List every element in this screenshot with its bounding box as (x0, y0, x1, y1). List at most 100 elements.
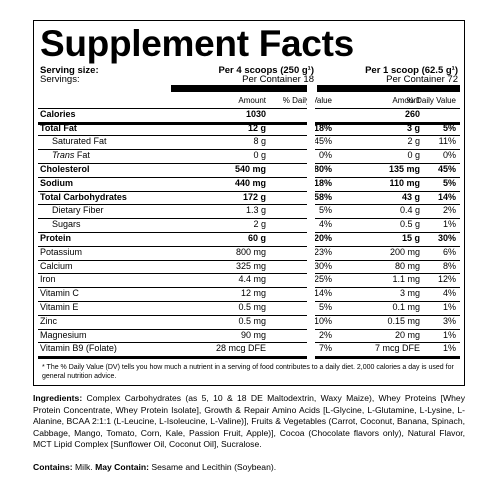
nutrient-value: 1% (442, 329, 456, 340)
nutrient-value: 90 mg (240, 329, 266, 340)
title: Supplement Facts (40, 23, 354, 64)
ingredients-label: Ingredients: (33, 393, 83, 403)
nutrient-value: 58% (313, 191, 332, 202)
nutrient-value: 1% (442, 343, 456, 354)
nutrient-value: 15 g (401, 233, 420, 243)
column-servings: Per Container 18 (242, 74, 314, 85)
nutrient-value: 180% (308, 164, 332, 174)
nutrient-row: Potassium 800 mg 23% 200 mg 6% (38, 246, 460, 261)
nutrient-name: Iron (40, 273, 56, 287)
nutrient-value: 7% (318, 343, 332, 354)
nutrient-name: Total Carbohydrates (40, 191, 127, 205)
nutrient-value: 7 mcg DFE (374, 343, 420, 354)
nutrient-value: 2 g (407, 136, 420, 147)
nutrient-name-text: Vitamin C (40, 288, 79, 299)
servings-label: Servings: (40, 74, 80, 85)
nutrient-value: 12 mg (240, 288, 266, 299)
nutrient-name-text: Fat (76, 150, 90, 161)
column-header-row: Amount% Daily Value Amount% Daily Value (38, 94, 460, 109)
nutrient-row: Trans Fat 0 g 0% 0 g 0% (38, 149, 460, 164)
nutrient-name-text: Total Carbohydrates (40, 191, 127, 202)
contains-text: Milk. (75, 462, 93, 472)
nutrient-value: 43 g (401, 191, 420, 202)
nutrient-value: 45% (437, 164, 456, 174)
nutrient-value: 0.4 g (399, 205, 420, 216)
nutrient-value: 12 g (247, 122, 266, 133)
nutrient-value: 20 mg (394, 329, 420, 340)
nutrient-value: 0.1 mg (392, 302, 420, 312)
nutrient-value: 1.1 mg (392, 274, 420, 285)
nutrient-value: 30% (313, 260, 332, 271)
nutrient-value: 60 g (247, 233, 266, 243)
nutrient-name: Vitamin E (40, 301, 78, 315)
nutrient-name-text: Sugars (52, 219, 81, 230)
nutrient-value: 200 mg (389, 246, 420, 257)
column-serving: Per 1 scoop (62.5 g¹) (365, 65, 458, 76)
nutrient-value: 14% (313, 288, 332, 299)
nutrient-value: 1.3 g (245, 205, 266, 216)
nutrient-value: 120% (308, 233, 332, 243)
footnote: * The % Daily Value (DV) tells you how m… (42, 364, 454, 380)
nutrient-name-text: Zinc (40, 315, 58, 326)
nutrient-value: 0.5 mg (238, 302, 266, 312)
nutrient-value: 30% (437, 233, 456, 243)
nutrient-value: 5% (318, 205, 332, 216)
nutrient-value: 3% (442, 315, 456, 326)
nutrient-row: Calcium 325 mg 30% 80 mg 8% (38, 260, 460, 275)
nutrient-name: Calcium (40, 260, 73, 274)
nutrient-value: 18% (313, 177, 332, 188)
nutrient-name: Saturated Fat (52, 135, 107, 149)
nutrient-value: 28 mcg DFE (215, 343, 266, 354)
nutrient-row: Total Fat 12 g 18% 3 g 5% (38, 122, 460, 137)
nutrient-name-text: Dietary Fiber (52, 205, 104, 216)
nutrient-value: 0 g (407, 150, 420, 161)
nutrient-value: 2 g (253, 219, 266, 230)
contains-label: Contains: (33, 462, 73, 472)
nutrient-row: Protein 60 g 120% 15 g 30% (38, 232, 460, 247)
nutrient-value: 260 (404, 108, 420, 119)
nutrient-value: 1% (442, 302, 456, 312)
nutrient-value: 5% (318, 302, 332, 312)
nutrient-value: 0 g (253, 150, 266, 161)
nutrient-value: 10% (313, 315, 332, 326)
nutrient-name-text: Magnesium (40, 329, 87, 340)
nutrient-value: 5% (442, 177, 456, 188)
nutrient-name-text: Calories (40, 108, 76, 119)
nutrient-name: Total Fat (40, 122, 77, 136)
column-header: Amount (392, 96, 420, 105)
nutrient-name-text: Sodium (40, 177, 73, 188)
nutrient-value: 3 g (406, 122, 420, 133)
nutrient-row: Cholesterol 540 mg 180% 135 mg 45% (38, 163, 460, 178)
nutrient-value: 2% (442, 205, 456, 216)
nutrient-row: Sodium 440 mg 18% 110 mg 5% (38, 177, 460, 192)
nutrient-value: 6% (442, 246, 456, 257)
nutrient-value: 4% (318, 219, 332, 230)
column-header: Amount (238, 96, 266, 105)
nutrient-name: Sodium (40, 177, 73, 191)
nutrient-row: Vitamin B9 (Folate) 28 mcg DFE 7% 7 mcg DFE… (38, 342, 460, 360)
nutrient-value: 800 mg (235, 246, 266, 257)
nutrient-name-text: Vitamin B9 (Folate) (40, 343, 117, 354)
nutrient-row: Vitamin C 12 mg 14% 3 mg 4% (38, 287, 460, 302)
nutrient-value: 18% (313, 122, 332, 133)
nutrient-name: Dietary Fiber (52, 204, 104, 218)
column-servings: Per Container 72 (386, 74, 458, 85)
nutrient-row: Iron 4.4 mg 25% 1.1 mg 12% (38, 273, 460, 289)
column-serving: Per 4 scoops (250 g¹) (218, 65, 314, 76)
nutrient-row: Calories 1030 260 (38, 108, 460, 125)
ingredients-text: Complex Carbohydrates (as 5, 10 & 18 DE … (33, 393, 466, 450)
nutrient-value: 45% (313, 136, 332, 147)
nutrient-value: 12% (437, 274, 456, 285)
nutrient-value: 325 mg (235, 260, 266, 271)
nutrient-name-text: Cholesterol (40, 164, 90, 174)
nutrient-value: 440 mg (234, 177, 266, 188)
nutrient-value: 4% (442, 288, 456, 299)
nutrient-value: 0.15 mg (387, 315, 420, 326)
nutrient-name: Protein (40, 232, 71, 246)
nutrient-row: Vitamin E 0.5 mg 5% 0.1 mg 1% (38, 301, 460, 316)
nutrient-name-text: Potassium (40, 246, 83, 257)
nutrient-name: Potassium (40, 246, 82, 260)
nutrient-value: 1030 (245, 108, 266, 119)
may-contain-label: May Contain: (95, 462, 150, 472)
nutrient-name: Calories (40, 108, 76, 122)
